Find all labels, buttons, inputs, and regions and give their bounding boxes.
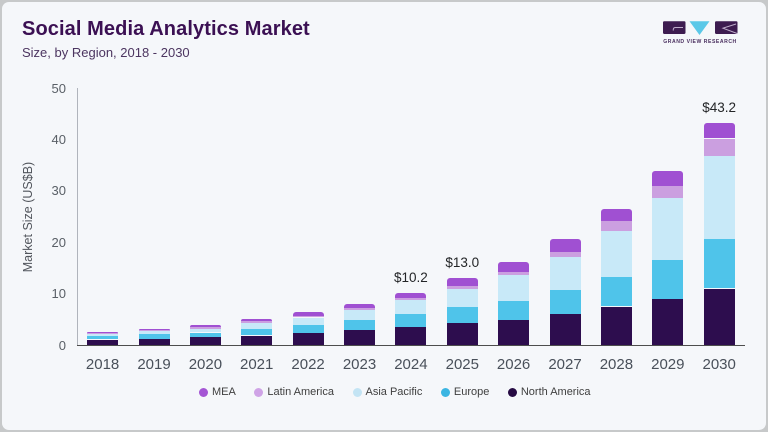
svg-text:GRAND VIEW RESEARCH: GRAND VIEW RESEARCH [663, 39, 737, 45]
